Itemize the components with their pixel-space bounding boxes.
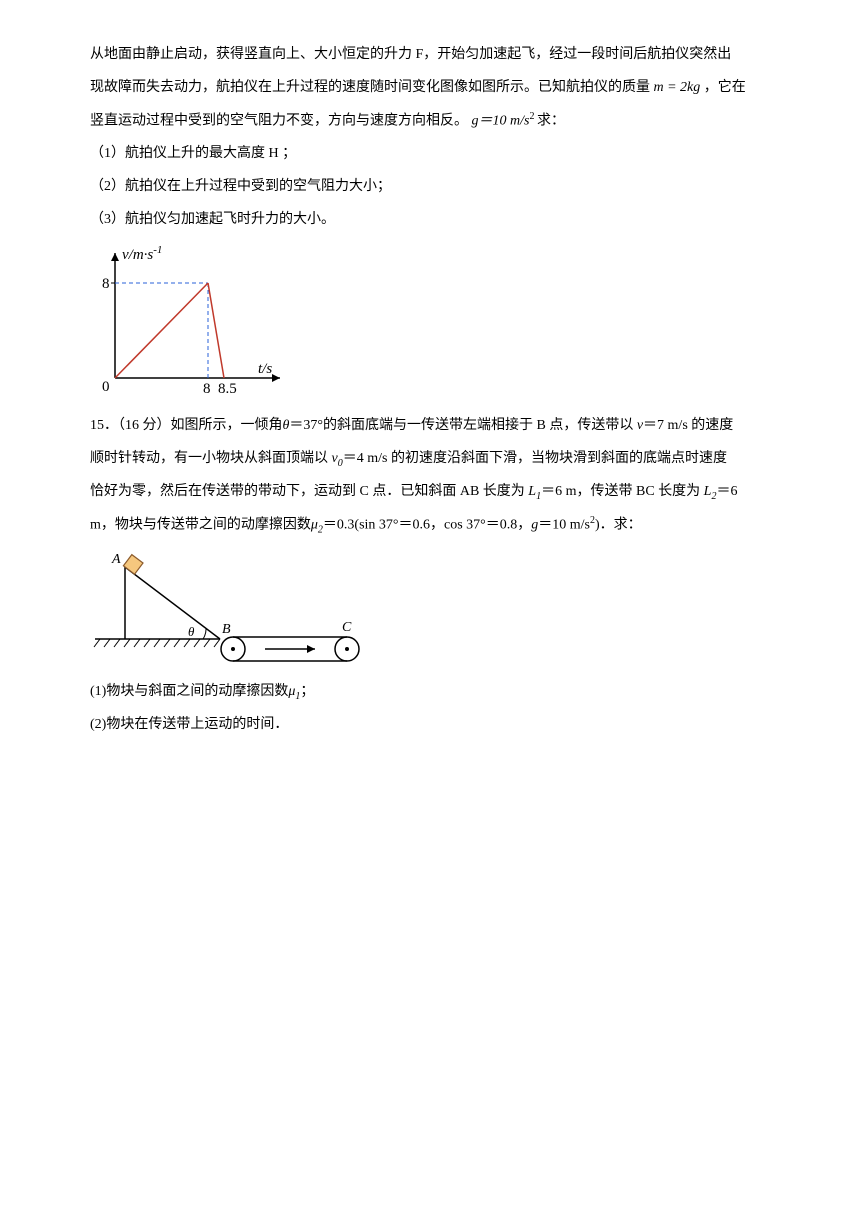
- prelude-line1: 从地面由静止启动，获得竖直向上、大小恒定的升力 F，开始匀加速起飞，经过一段时间…: [90, 40, 770, 71]
- origin: 0: [102, 379, 110, 395]
- theta-label: θ: [188, 624, 195, 639]
- prelude-line2a: 现故障而失去动力，航拍仪在上升过程的速度随时间变化图像如图所示。已知航拍仪的质量: [90, 80, 650, 95]
- q15-l4b: ＝0.3(sin 37°＝0.6，cos 37°＝0.8，: [323, 517, 531, 532]
- q15-i1a: (1)物块与斜面之间的动摩擦因数: [90, 684, 288, 699]
- q15-line2: 顺时针转动，有一小物块从斜面顶端以 v0＝4 m/s 的初速度沿斜面下滑，当物块…: [90, 444, 770, 475]
- x-axis-label: t/s: [258, 361, 272, 377]
- q15-l1b: ＝37°的斜面底端与一传送带左端相接于 B 点，传送带以: [289, 418, 633, 433]
- q15-l2b: ＝4 m/s 的初速度沿斜面下滑，当物块滑到斜面的底端点时速度: [343, 451, 727, 466]
- q15-l3a: 恰好为零，然后在传送带的带动下，运动到 C 点．已知斜面 AB 长度为: [90, 484, 528, 499]
- q15-l3c: ＝6: [716, 484, 737, 499]
- q15-l4c: ＝10 m/s: [538, 517, 590, 532]
- y-axis-label: v/m·s-1: [122, 244, 162, 263]
- prelude-line3b: 求：: [537, 113, 565, 128]
- x-tick-8: 8: [203, 381, 211, 397]
- x-tick-85: 8.5: [218, 381, 237, 397]
- y-tick-8: 8: [102, 276, 110, 292]
- q15-line3: 恰好为零，然后在传送带的带动下，运动到 C 点．已知斜面 AB 长度为 L1＝6…: [90, 477, 770, 508]
- q14-item1: （1）航拍仪上升的最大高度 H ；: [90, 139, 770, 170]
- prelude-line3: 竖直运动过程中受到的空气阻力不变，方向与速度方向相反。 g＝10 m/s2 求：: [90, 106, 770, 137]
- L1: L: [528, 484, 536, 499]
- velocity-time-graph: 8 0 8 8.5 v/m·s-1 t/s: [90, 243, 770, 403]
- q15-l1a: 15．（16 分）如图所示，一倾角: [90, 418, 283, 433]
- q15-l4d: )．求：: [595, 517, 642, 532]
- q14-item3: （3）航拍仪匀加速起飞时升力的大小。: [90, 205, 770, 236]
- q15-item1: (1)物块与斜面之间的动摩擦因数μ1；: [90, 677, 770, 708]
- prelude-line2: 现故障而失去动力，航拍仪在上升过程的速度随时间变化图像如图所示。已知航拍仪的质量…: [90, 73, 770, 104]
- label-a: A: [111, 552, 121, 567]
- prelude-line3a: 竖直运动过程中受到的空气阻力不变，方向与速度方向相反。: [90, 113, 468, 128]
- incline-conveyor-diagram: θ A B C: [90, 549, 770, 669]
- q15-l4a: m，物块与传送带之间的动摩擦因数: [90, 517, 311, 532]
- g-expr: g＝10 m/s: [472, 113, 530, 128]
- q15-line4: m，物块与传送带之间的动摩擦因数μ2＝0.3(sin 37°＝0.6，cos 3…: [90, 510, 770, 541]
- q15-line1: 15．（16 分）如图所示，一倾角θ＝37°的斜面底端与一传送带左端相接于 B …: [90, 411, 770, 442]
- mass-expr: m = 2kg: [654, 80, 701, 95]
- q14-item2: （2）航拍仪在上升过程中受到的空气阻力大小；: [90, 172, 770, 203]
- q15-l3b: ＝6 m，传送带 BC 长度为: [541, 484, 704, 499]
- mu2: μ: [311, 517, 318, 532]
- q15-i1b: ；: [300, 684, 314, 699]
- label-b: B: [222, 622, 231, 637]
- q15-item2: (2)物块在传送带上运动的时间．: [90, 710, 770, 741]
- g-exp: 2: [529, 111, 537, 122]
- label-c: C: [342, 620, 352, 635]
- prelude-line2b: ，它在: [704, 80, 746, 95]
- q15-l1c: ＝7 m/s 的速度: [643, 418, 733, 433]
- q15-l2a: 顺时针转动，有一小物块从斜面顶端以: [90, 451, 332, 466]
